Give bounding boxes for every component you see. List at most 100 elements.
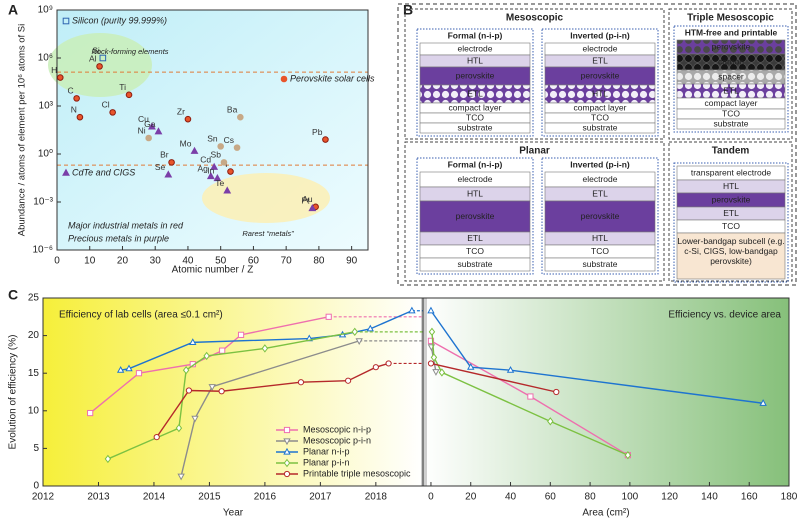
annotation: Rock-forming elements: [91, 47, 168, 56]
legend-label: CdTe and CIGS: [72, 167, 135, 177]
legend-label: Mesoscopic n-i-p: [303, 424, 371, 434]
x-tick-label: 2013: [87, 492, 110, 503]
data-point: [237, 113, 244, 121]
layer-label: TCO: [722, 108, 740, 118]
stack-frame: [416, 28, 534, 137]
stack-title: Inverted (p-i-n): [570, 30, 630, 40]
data-point: [116, 366, 125, 373]
data-point: [191, 415, 199, 423]
legend-marker: [283, 447, 291, 455]
group-frame: [668, 141, 793, 282]
data-point: [325, 313, 332, 320]
layer-text-box: Lower-bandgap subcell (e.g. c-Si, CIGS, …: [677, 236, 784, 265]
plot-background: [423, 298, 789, 486]
data-point: [96, 63, 103, 70]
point-label: Si: [92, 45, 100, 55]
layer-label: ETL: [592, 188, 608, 198]
layer: [544, 257, 656, 272]
data-point: [135, 370, 143, 377]
point-label: Mo: [180, 138, 192, 148]
y-tick-label: 10⁹: [38, 5, 53, 16]
point-label: Sn: [207, 134, 218, 144]
data-point: [56, 74, 64, 81]
data-point: [182, 365, 190, 375]
x-tick-label: 0: [54, 256, 60, 267]
y-tick-label: 25: [28, 293, 40, 304]
data-point: [125, 91, 133, 99]
x-tick-label: 180: [781, 492, 798, 503]
layer-label: carbon: [718, 56, 744, 66]
point-label: Sb: [211, 150, 222, 160]
data-point: [427, 337, 435, 344]
layer-label: substrate: [458, 122, 493, 132]
data-point: [385, 360, 392, 367]
panel-label: B: [403, 2, 413, 18]
data-point: [624, 450, 632, 460]
layer-label: substrate: [714, 118, 749, 128]
data-point: [218, 388, 225, 395]
layer-label: TCO: [591, 112, 609, 122]
x-tick-label: 90: [346, 256, 358, 267]
y-tick-label: 15: [28, 368, 40, 379]
layer-label: perovskite: [581, 211, 620, 221]
layer-label: ETL: [467, 88, 483, 98]
x-tick-label: 80: [585, 492, 597, 503]
group-title: Planar: [519, 146, 550, 157]
data-point: [73, 95, 80, 102]
data-point: [213, 173, 222, 182]
x-tick-label: 2012: [32, 492, 55, 503]
legend-marker: [283, 458, 291, 468]
panel-frame: [397, 3, 797, 286]
data-point: [308, 203, 317, 212]
x-tick-label: 20: [465, 492, 477, 503]
layer: [676, 118, 786, 130]
data-point: [219, 347, 226, 354]
annotation: Precious metals in purple: [68, 233, 169, 243]
stack-frame: [673, 25, 789, 133]
group-frame: [668, 8, 793, 140]
data-point: [427, 306, 435, 314]
legend-label: Planar p-i-n: [303, 457, 350, 467]
legend-label: Mesoscopic p-i-n: [303, 435, 371, 445]
x-tick-label: 10: [84, 256, 96, 267]
data-point: [210, 162, 219, 170]
data-point: [217, 143, 224, 150]
plot-frame: [422, 297, 790, 487]
layer-label: electrode: [583, 174, 618, 184]
layer: [544, 122, 656, 134]
data-point: [99, 54, 107, 62]
data-point: [759, 399, 767, 406]
legend-label: Printable triple mesoscopic: [303, 468, 411, 478]
stack-title: HTM-free and printable: [685, 27, 778, 37]
data-point: [430, 353, 438, 362]
data-point: [506, 366, 515, 373]
y-tick-label: 20: [28, 330, 40, 341]
point-label: Ni: [138, 125, 146, 135]
y-axis-label: Abundance / atoms of element per 10⁶ ato…: [17, 24, 28, 237]
data-point: [351, 327, 358, 337]
layer-label: compact layer: [449, 102, 502, 112]
layer: [419, 257, 531, 272]
point-label: Ga: [144, 119, 156, 129]
y-tick-label: 5: [33, 443, 39, 454]
data-point: [148, 122, 156, 130]
layer-label: perovskite: [712, 41, 751, 51]
group-title: Tandem: [712, 146, 750, 157]
series-line: [107, 331, 355, 460]
x-axis-label: Year: [223, 508, 244, 519]
y-tick-label: 10³: [39, 101, 54, 112]
layer: [419, 122, 531, 134]
point-label: Au: [302, 194, 313, 204]
layer-label: electrode: [458, 174, 493, 184]
data-point: [164, 170, 173, 178]
data-point: [438, 368, 446, 377]
y-tick-label: 10⁻³: [33, 197, 53, 208]
layer-label: perovskite: [456, 70, 495, 80]
x-axis-label: Area (cm²): [582, 508, 629, 519]
layer: [419, 200, 531, 233]
y-tick-label: 0: [33, 481, 39, 492]
data-point: [175, 423, 183, 433]
layer-label: HTL: [592, 233, 608, 243]
data-point: [408, 306, 416, 314]
chart-note: Efficiency vs. device area: [668, 310, 781, 321]
